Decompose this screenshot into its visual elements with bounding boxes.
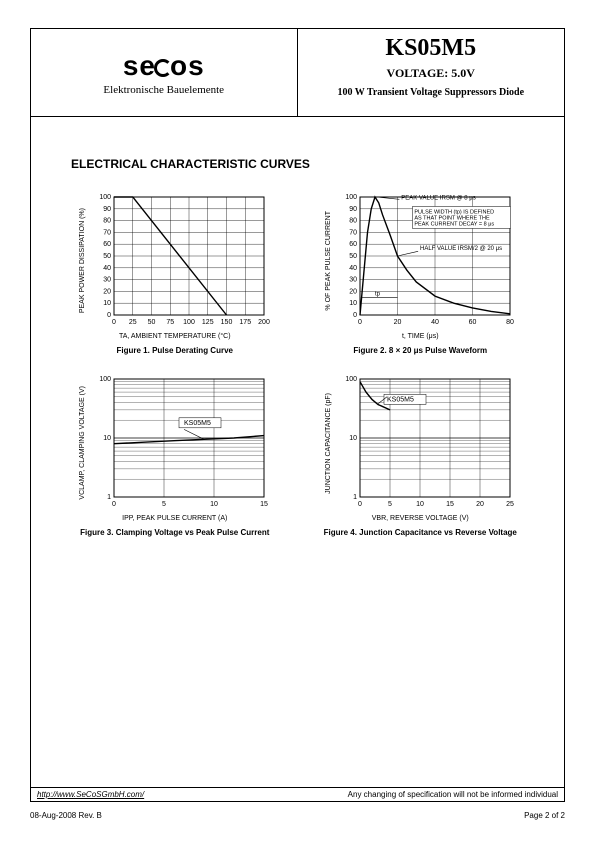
- svg-text:20: 20: [103, 288, 111, 295]
- svg-text:40: 40: [431, 319, 439, 326]
- chart-2-xlabel: t, TIME (μs): [402, 333, 439, 340]
- svg-text:15: 15: [260, 501, 268, 508]
- svg-text:125: 125: [202, 319, 214, 326]
- chart-3-svg: 1 10 100 0 5 10 15 KS05M5: [90, 373, 270, 513]
- svg-text:70: 70: [349, 229, 357, 236]
- svg-text:0: 0: [112, 319, 116, 326]
- svg-text:100: 100: [183, 319, 195, 326]
- svg-text:10: 10: [416, 501, 424, 508]
- chart-3-xlabel: IPP, PEAK PULSE CURRENT (A): [122, 515, 227, 522]
- svg-text:100: 100: [100, 194, 112, 201]
- chart-1: PEAK POWER DISSIPATION (%) 0 10 20 30 40 50 60…: [61, 191, 289, 355]
- svg-text:20: 20: [349, 288, 357, 295]
- svg-text:60: 60: [103, 241, 111, 248]
- svg-text:HALF VALUE IRSM/2 @ 20 μs: HALF VALUE IRSM/2 @ 20 μs: [420, 246, 502, 252]
- svg-text:10: 10: [349, 300, 357, 307]
- svg-text:80: 80: [506, 319, 514, 326]
- footer-inner: http://www.SeCoSGmbH.com/ Any changing o…: [31, 787, 564, 801]
- chart-2-title: Figure 2. 8 × 20 μs Pulse Waveform: [353, 346, 487, 355]
- footer-outer: 08-Aug-2008 Rev. B Page 2 of 2: [30, 811, 565, 820]
- chart-4-xlabel: VBR, REVERSE VOLTAGE (V): [372, 515, 469, 522]
- charts-grid: PEAK POWER DISSIPATION (%) 0102030405060…: [31, 191, 564, 537]
- section-title: ELECTRICAL CHARACTERISTIC CURVES: [71, 157, 564, 171]
- chart-1-title: Figure 1. Pulse Derating Curve: [117, 346, 233, 355]
- chart-2-ylabel: % OF PEAK PULSE CURRENT: [325, 211, 332, 311]
- svg-text:30: 30: [349, 277, 357, 284]
- svg-text:60: 60: [349, 241, 357, 248]
- header-right: KS05M5 VOLTAGE: 5.0V 100 W Transient Vol…: [298, 29, 565, 116]
- svg-text:90: 90: [349, 206, 357, 213]
- svg-text:10: 10: [103, 435, 111, 442]
- svg-text:1: 1: [107, 494, 111, 501]
- svg-text:100: 100: [345, 376, 357, 383]
- svg-text:30: 30: [103, 277, 111, 284]
- svg-text:150: 150: [221, 319, 233, 326]
- svg-text:40: 40: [103, 265, 111, 272]
- svg-text:0: 0: [358, 319, 362, 326]
- svg-text:50: 50: [148, 319, 156, 326]
- chart-4-ylabel: JUNCTION CAPACITANCE (pF): [325, 393, 332, 494]
- part-number: KS05M5: [298, 35, 565, 62]
- svg-text:tp: tp: [375, 291, 381, 297]
- header-left: seos Elektronische Bauelemente: [31, 29, 298, 116]
- chart-3-title: Figure 3. Clamping Voltage vs Peak Pulse…: [80, 528, 269, 537]
- brand-subtitle: Elektronische Bauelemente: [103, 84, 224, 96]
- svg-text:80: 80: [349, 218, 357, 225]
- svg-text:100: 100: [345, 194, 357, 201]
- svg-text:100: 100: [100, 376, 112, 383]
- header: seos Elektronische Bauelemente KS05M5 VO…: [31, 29, 564, 117]
- voltage-label: VOLTAGE: 5.0V: [298, 66, 565, 81]
- svg-text:50: 50: [103, 253, 111, 260]
- svg-text:20: 20: [476, 501, 484, 508]
- chart-2-svg: 0 10 20 30 40 50 60 70 80 90 100 0 20 40 60 80 PEAK VALU…: [336, 191, 516, 331]
- footer-page: Page 2 of 2: [524, 811, 565, 820]
- chart-4-svg: 1 10 100 0 5 10 15 20 25 KS05M5: [336, 373, 516, 513]
- svg-text:0: 0: [353, 312, 357, 319]
- footer-disclaimer: Any changing of specification will not b…: [348, 790, 558, 799]
- svg-text:5: 5: [162, 501, 166, 508]
- chart-3-ylabel: VCLAMP, CLAMPING VOLTAGE (V): [79, 386, 86, 500]
- svg-text:75: 75: [167, 319, 175, 326]
- footer-date: 08-Aug-2008 Rev. B: [30, 811, 102, 820]
- svg-text:70: 70: [103, 229, 111, 236]
- chart-3: VCLAMP, CLAMPING VOLTAGE (V) 11010005101…: [61, 373, 289, 537]
- page-border: seos Elektronische Bauelemente KS05M5 VO…: [30, 28, 565, 802]
- chart-4: JUNCTION CAPACITANCE (pF) 1 10 100 0 5 10 15 20…: [307, 373, 535, 537]
- chart-2: % OF PEAK PULSE CURRENT 0 10 20 30 40 50 60 70 8…: [307, 191, 535, 355]
- svg-text:10: 10: [103, 300, 111, 307]
- svg-text:80: 80: [103, 218, 111, 225]
- svg-text:20: 20: [393, 319, 401, 326]
- svg-text:90: 90: [103, 206, 111, 213]
- svg-text:0: 0: [112, 501, 116, 508]
- chart-1-xlabel: TA, AMBIENT TEMPERATURE (°C): [119, 333, 231, 340]
- svg-text:PEAK CURRENT DECAY = 8 μs: PEAK CURRENT DECAY = 8 μs: [414, 221, 494, 227]
- brand-logo: seos: [123, 50, 205, 82]
- svg-text:0: 0: [107, 312, 111, 319]
- footer-url: http://www.SeCoSGmbH.com/: [37, 790, 144, 799]
- svg-text:5: 5: [388, 501, 392, 508]
- chart-1-svg: 0 10 20 30 40 50 60 70 80 90 100 0 25 50 75 100 125 150 17…: [90, 191, 270, 331]
- svg-text:1: 1: [353, 494, 357, 501]
- product-description: 100 W Transient Voltage Suppressors Diod…: [298, 87, 565, 98]
- svg-text:10: 10: [210, 501, 218, 508]
- svg-text:KS05M5: KS05M5: [387, 396, 414, 403]
- svg-text:PEAK VALUE IRSM @ 8 μs: PEAK VALUE IRSM @ 8 μs: [401, 195, 475, 201]
- chart-4-title: Figure 4. Junction Capacitance vs Revers…: [324, 528, 517, 537]
- svg-text:175: 175: [240, 319, 252, 326]
- svg-text:50: 50: [349, 253, 357, 260]
- svg-text:0: 0: [358, 501, 362, 508]
- svg-text:200: 200: [258, 319, 270, 326]
- svg-text:KS05M5: KS05M5: [184, 420, 211, 427]
- svg-text:60: 60: [468, 319, 476, 326]
- svg-text:10: 10: [349, 435, 357, 442]
- svg-text:25: 25: [129, 319, 137, 326]
- svg-text:15: 15: [446, 501, 454, 508]
- svg-text:40: 40: [349, 265, 357, 272]
- svg-text:25: 25: [506, 501, 514, 508]
- chart-1-ylabel: PEAK POWER DISSIPATION (%): [79, 208, 86, 313]
